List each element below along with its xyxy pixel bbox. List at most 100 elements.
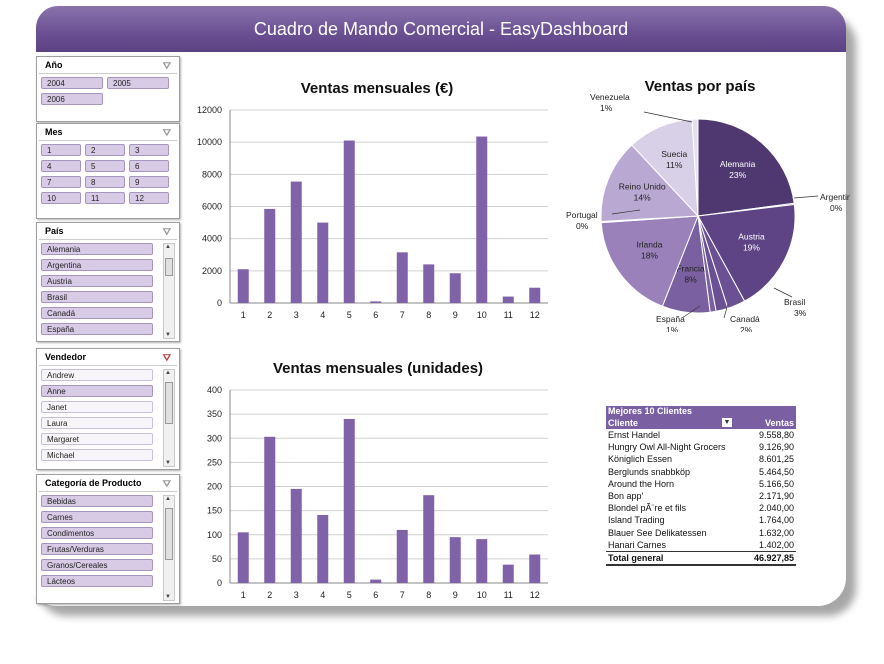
scroll-down-arrow-icon[interactable]: ▼ bbox=[165, 332, 171, 338]
x-tick-label: 7 bbox=[400, 310, 405, 320]
slicer-month-item[interactable]: 4 bbox=[41, 160, 81, 172]
y-tick-label: 0 bbox=[217, 578, 222, 588]
slicer-seller-item[interactable]: Margaret bbox=[41, 433, 153, 445]
slicer-category-scrollbar[interactable]: ▲ ▼ bbox=[163, 495, 175, 601]
slicer-month-item[interactable]: 9 bbox=[129, 176, 169, 188]
client-sales: 8.601,25 bbox=[758, 454, 794, 465]
table-row: Hungry Owl All-Night Grocers 9.126,90 bbox=[606, 441, 796, 453]
y-tick-label: 8000 bbox=[202, 169, 222, 179]
sales-units-bar bbox=[237, 532, 249, 583]
scroll-thumb[interactable] bbox=[165, 508, 173, 560]
sales-units-bar bbox=[343, 418, 355, 583]
pie-slice bbox=[600, 215, 699, 307]
clear-filter-icon[interactable]: ⛛ bbox=[162, 128, 171, 139]
slicer-country-scrollbar[interactable]: ▲ ▼ bbox=[163, 243, 175, 339]
pie-slice bbox=[600, 144, 700, 222]
clear-filter-icon[interactable]: ⛛ bbox=[162, 353, 171, 364]
slicer-seller: Vendedor ⛛ Andrew Anne Janet Laura Margaret Mi… bbox=[36, 348, 180, 470]
slicer-country-item[interactable]: Argentina bbox=[41, 259, 153, 271]
table-row: Hanari Carnes 1.402,00 bbox=[606, 539, 796, 551]
clear-filter-icon[interactable]: ⛛ bbox=[162, 479, 171, 490]
sales-units-bar bbox=[264, 436, 276, 583]
slicer-category-item[interactable]: Lácteos bbox=[41, 575, 153, 587]
slicer-country-item[interactable]: Austria bbox=[41, 275, 153, 287]
slicer-category-item[interactable]: Bebidas bbox=[41, 495, 153, 507]
slicer-month-item[interactable]: 12 bbox=[129, 192, 169, 204]
pie-label: Portugal bbox=[566, 210, 598, 220]
clear-filter-icon[interactable]: ⛛ bbox=[162, 61, 171, 72]
pie-percent-label: 11% bbox=[666, 160, 683, 170]
slicer-year-item[interactable]: 2004 bbox=[41, 77, 103, 89]
slicer-month-item[interactable]: 8 bbox=[85, 176, 125, 188]
slicer-month-item[interactable]: 11 bbox=[85, 192, 125, 204]
pie-percent-label: 14% bbox=[634, 193, 651, 203]
slicer-month-item[interactable]: 3 bbox=[129, 144, 169, 156]
client-name: Island Trading bbox=[608, 515, 665, 526]
total-label: Total general bbox=[608, 552, 664, 563]
sales-eur-bar bbox=[529, 287, 541, 303]
slicer-country-item[interactable]: España bbox=[41, 323, 153, 335]
slicer-month-item[interactable]: 10 bbox=[41, 192, 81, 204]
slicer-seller-item[interactable]: Anne bbox=[41, 385, 153, 397]
slicer-seller-item[interactable]: Andrew bbox=[41, 369, 153, 381]
col-client-header: Cliente bbox=[608, 418, 639, 428]
client-name: Blondel pÃ¨re et fils bbox=[608, 503, 687, 514]
slicer-category-item[interactable]: Carnes bbox=[41, 511, 153, 523]
x-tick-label: 11 bbox=[504, 590, 513, 600]
pie-label: Venezuela bbox=[590, 92, 630, 102]
slicer-seller-item[interactable]: Janet bbox=[41, 401, 153, 413]
slicer-category-item[interactable]: Condimentos bbox=[41, 527, 153, 539]
sales-eur-bar bbox=[290, 181, 302, 303]
client-sales: 5.166,50 bbox=[758, 478, 794, 489]
client-name: Around the Horn bbox=[608, 478, 675, 489]
scroll-down-arrow-icon[interactable]: ▼ bbox=[165, 460, 171, 466]
y-tick-label: 12000 bbox=[197, 105, 222, 115]
y-tick-label: 50 bbox=[212, 554, 222, 564]
pie-slice bbox=[691, 118, 699, 217]
table-title: Mejores 10 Clientes bbox=[606, 406, 796, 417]
sales-eur-bar bbox=[237, 269, 249, 303]
pie-chart-country: Alemania23%Argentina0%Austria19%Brasil3%… bbox=[566, 92, 850, 332]
scroll-up-arrow-icon[interactable]: ▲ bbox=[165, 370, 171, 376]
x-tick-label: 11 bbox=[504, 310, 513, 320]
sales-units-bar bbox=[502, 564, 514, 583]
slicer-month-item[interactable]: 6 bbox=[129, 160, 169, 172]
slicer-month: Mes ⛛ 1 2 3 4 5 6 7 8 9 10 11 12 bbox=[36, 123, 180, 219]
slicer-month-item[interactable]: 1 bbox=[41, 144, 81, 156]
sales-units-bar bbox=[449, 537, 461, 583]
slicer-year-item[interactable]: 2006 bbox=[41, 93, 103, 105]
slicer-month-item[interactable]: 7 bbox=[41, 176, 81, 188]
clear-filter-icon[interactable]: ⛛ bbox=[162, 227, 171, 238]
scroll-thumb[interactable] bbox=[165, 382, 173, 424]
filter-dropdown-icon[interactable]: ▼ bbox=[722, 418, 732, 427]
x-tick-label: 3 bbox=[294, 310, 299, 320]
slicer-year-item[interactable]: 2005 bbox=[107, 77, 169, 89]
scroll-down-arrow-icon[interactable]: ▼ bbox=[165, 594, 171, 600]
pie-percent-label: 0% bbox=[830, 203, 843, 213]
slicer-seller-item[interactable]: Michael bbox=[41, 449, 153, 461]
slicer-seller-item[interactable]: Laura bbox=[41, 417, 153, 429]
table-row: Blondel pÃ¨re et fils 2.040,00 bbox=[606, 502, 796, 514]
sales-units-bar bbox=[476, 539, 488, 583]
client-sales: 1.402,00 bbox=[758, 539, 794, 550]
slicer-seller-scrollbar[interactable]: ▲ ▼ bbox=[163, 369, 175, 467]
slicer-month-item[interactable]: 5 bbox=[85, 160, 125, 172]
sales-units-bar bbox=[370, 579, 382, 583]
x-tick-label: 1 bbox=[241, 310, 246, 320]
sales-units-bar bbox=[423, 495, 435, 583]
y-tick-label: 350 bbox=[207, 409, 222, 419]
scroll-up-arrow-icon[interactable]: ▲ bbox=[165, 496, 171, 502]
slicer-country-item[interactable]: Canadá bbox=[41, 307, 153, 319]
x-tick-label: 3 bbox=[294, 590, 299, 600]
pie-percent-label: 0% bbox=[576, 221, 589, 231]
x-tick-label: 10 bbox=[477, 590, 487, 600]
slicer-month-item[interactable]: 2 bbox=[85, 144, 125, 156]
slicer-category-item[interactable]: Frutas/Verduras bbox=[41, 543, 153, 555]
pie-label: Argentina bbox=[820, 192, 850, 202]
scroll-thumb[interactable] bbox=[165, 258, 173, 276]
table-row: Island Trading 1.764,00 bbox=[606, 514, 796, 526]
scroll-up-arrow-icon[interactable]: ▲ bbox=[165, 244, 171, 250]
slicer-country-item[interactable]: Alemania bbox=[41, 243, 153, 255]
slicer-category-item[interactable]: Granos/Cereales bbox=[41, 559, 153, 571]
slicer-country-item[interactable]: Brasil bbox=[41, 291, 153, 303]
